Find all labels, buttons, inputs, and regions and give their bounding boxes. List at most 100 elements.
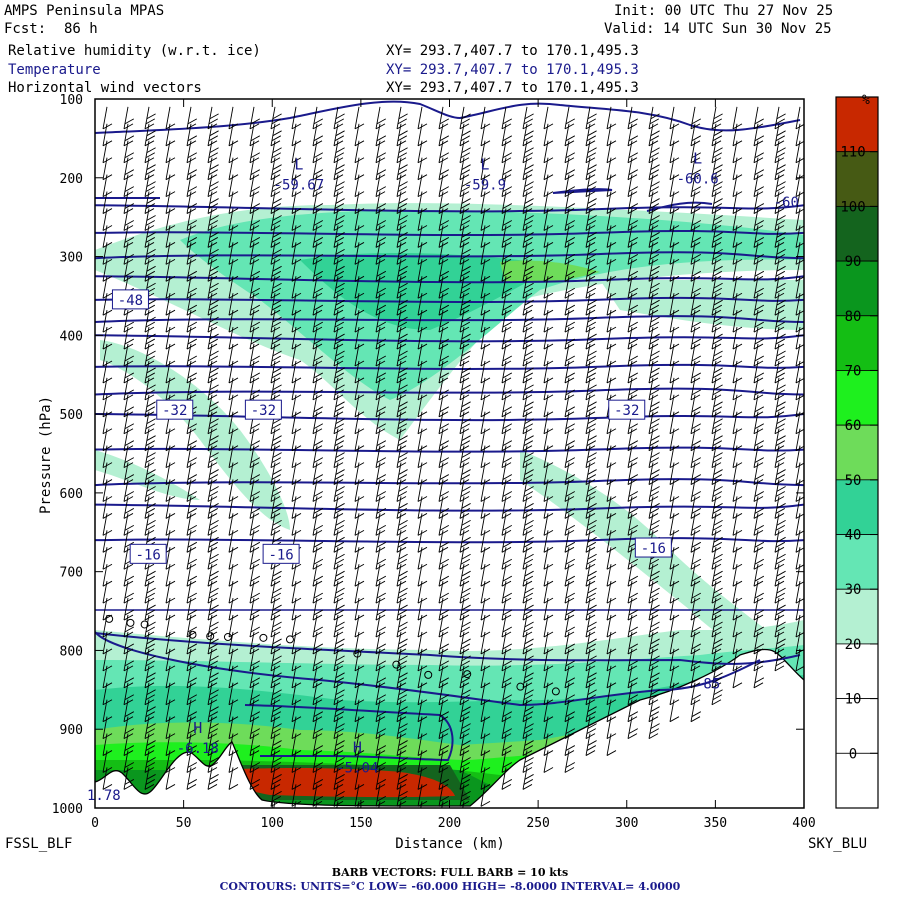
wind-barb-flag: [272, 130, 282, 137]
wind-barb: [711, 581, 717, 604]
wind-barb-flag: [396, 563, 407, 570]
wind-barb-flag: [209, 452, 219, 459]
wind-barb-flag: [335, 655, 345, 662]
wind-barb: [333, 665, 339, 688]
wind-barb-flag: [397, 626, 408, 633]
wind-barb: [312, 106, 318, 129]
wind-barb: [711, 445, 717, 468]
wind-barb-flag: [272, 486, 282, 492]
wind-barb: [690, 428, 696, 451]
wind-barb-flag: [543, 496, 554, 502]
wind-barb-flag: [228, 513, 239, 519]
wind-barb-flag: [754, 609, 765, 616]
wind-barb: [165, 293, 171, 316]
wind-barb-flag: [713, 232, 723, 238]
wind-barb-flag: [587, 215, 597, 221]
wind-barb-flag: [123, 445, 134, 452]
wind-barb: [396, 157, 402, 180]
wind-barb-flag: [587, 503, 597, 509]
wind-barb: [774, 293, 780, 316]
wind-barb-flag: [144, 445, 155, 452]
wind-barb-flag: [648, 242, 659, 248]
wind-barb-flag: [396, 360, 407, 367]
wind-barb-flag: [376, 220, 387, 226]
wind-barb-flag: [335, 621, 345, 628]
wind-barb-flag: [270, 665, 281, 672]
wind-barb-flag: [564, 174, 575, 181]
wind-barb-flag: [732, 546, 743, 553]
wind-barb-flag: [146, 604, 156, 611]
wind-barb: [543, 208, 549, 231]
wind-barb-flag: [502, 508, 513, 514]
wind-barb: [564, 394, 570, 417]
wind-barb-flag: [209, 401, 219, 408]
y-tick-label: 800: [60, 644, 83, 659]
wind-barb-flag: [713, 655, 723, 662]
wind-barb-flag: [649, 135, 660, 142]
wind-barb-flag: [209, 265, 219, 272]
wind-barb-flag: [313, 575, 324, 582]
wind-barb-flag: [523, 203, 534, 209]
field-name-wind: Horizontal wind vectors: [8, 80, 202, 96]
wind-barb-flag: [713, 113, 723, 120]
wind-barb: [165, 276, 171, 299]
wind-barb-flag: [124, 474, 135, 480]
wind-barb: [144, 733, 150, 756]
wind-barb: [648, 462, 654, 485]
wind-barb: [480, 614, 486, 638]
wind-barb: [480, 750, 486, 773]
wind-barb-flag: [501, 157, 512, 164]
wind-barb: [417, 157, 423, 180]
wind-barb-flag: [565, 287, 576, 294]
wind-barb: [396, 750, 402, 773]
wind-barb-flag: [587, 248, 597, 255]
wind-barb: [501, 394, 507, 417]
wind-barb-flag: [186, 597, 197, 604]
wind-barb-flag: [250, 220, 261, 226]
wind-barb-flag: [312, 479, 323, 485]
wind-barb: [753, 140, 759, 163]
wind-barb-flag: [461, 519, 471, 526]
rh-band-mid-wisp-2: [95, 450, 200, 500]
wind-barb: [228, 242, 234, 265]
wind-barb-flag: [439, 711, 450, 718]
wind-barb-flag: [398, 757, 408, 763]
wind-barb-flag: [145, 220, 156, 226]
wind-barb-flag: [165, 275, 176, 282]
wind-barb-flag: [250, 423, 261, 430]
wind-barb: [438, 716, 444, 739]
wind-barb-flag: [711, 496, 722, 502]
wind-barb-flag: [397, 203, 408, 209]
wind-barb-flag: [439, 270, 450, 277]
wind-barb-flag: [461, 164, 471, 171]
wind-barb-flag: [102, 292, 113, 299]
wind-barb-flag: [587, 706, 597, 713]
wind-barb-flag: [774, 258, 785, 265]
wind-barb: [648, 496, 654, 519]
wind-barb-flag: [522, 225, 533, 231]
wind-barb: [417, 428, 423, 451]
wind-barb-flag: [396, 377, 407, 384]
wind-barb-flag: [334, 203, 345, 209]
wind-barb-flag: [691, 474, 702, 480]
wind-barb-flag: [145, 321, 156, 328]
wind-barb-flag: [375, 529, 386, 536]
wind-barb-flag: [376, 406, 387, 413]
wind-barb-flag: [606, 140, 617, 147]
wind-barb-flag: [208, 152, 219, 159]
wind-barb-flag: [564, 529, 575, 536]
wind-barb: [102, 665, 108, 688]
wind-barb-flag: [459, 123, 470, 130]
wind-barb-flag: [312, 292, 323, 299]
wind-barb-flag: [397, 711, 408, 718]
wind-barb-flag: [522, 716, 533, 723]
wind-barb-flag: [397, 745, 408, 751]
wind-barb: [585, 581, 591, 604]
wind-barb-flag: [650, 299, 660, 306]
wind-barb-flag: [396, 682, 407, 689]
wind-barb-flag: [585, 411, 596, 418]
wind-barb-flag: [775, 508, 786, 514]
wind-barb: [270, 310, 276, 333]
wind-barb-flag: [208, 626, 219, 633]
wind-barb-flag: [102, 140, 113, 147]
